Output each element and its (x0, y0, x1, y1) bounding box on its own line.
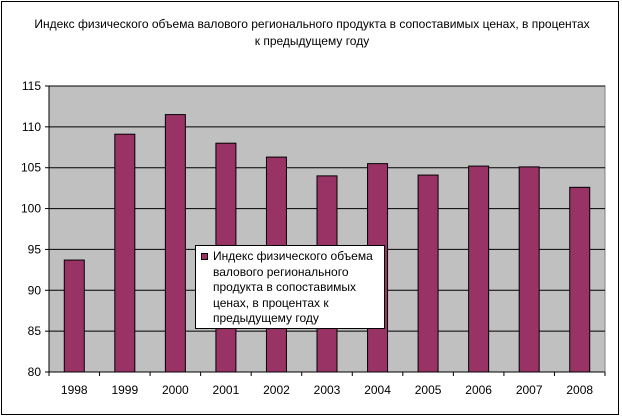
bar (518, 166, 540, 373)
bar (569, 186, 591, 373)
legend-label: Индекс физического объема валового регио… (213, 249, 373, 325)
y-tick-label: 85 (28, 324, 42, 338)
y-axis-ticks: 80 85 90 95 100 105 110 115 (21, 79, 49, 379)
bar (63, 259, 85, 373)
bar (417, 174, 439, 373)
x-tick-label: 2007 (516, 383, 543, 397)
x-tick-label: 1998 (61, 383, 88, 397)
legend: Индекс физического объема валового регио… (195, 245, 385, 329)
y-tick-label: 110 (22, 120, 41, 134)
x-axis-ticks: 1998 1999 2000 2001 2002 2003 2004 2005 2006 2007… (48, 372, 606, 397)
y-tick-label: 100 (21, 202, 41, 216)
x-tick-label: 2006 (465, 383, 492, 397)
chart-title: Индекс физического объема валового регио… (34, 17, 590, 48)
y-tick-label: 115 (22, 79, 41, 93)
x-tick-label: 2005 (415, 383, 442, 397)
y-tick-label: 95 (28, 242, 42, 256)
y-tick-label: 105 (21, 161, 41, 175)
x-tick-label: 2002 (263, 383, 290, 397)
x-tick-label: 2004 (364, 383, 391, 397)
x-tick-label: 2003 (314, 383, 341, 397)
bar (468, 165, 490, 373)
x-tick-label: 1999 (111, 383, 138, 397)
bar (114, 133, 136, 373)
y-tick-label: 80 (28, 365, 42, 379)
x-tick-label: 2001 (213, 383, 240, 397)
x-tick-label: 2000 (162, 383, 189, 397)
legend-swatch (201, 253, 208, 260)
y-tick-label: 90 (28, 283, 42, 297)
bar (164, 114, 186, 373)
x-tick-label: 2008 (566, 383, 593, 397)
